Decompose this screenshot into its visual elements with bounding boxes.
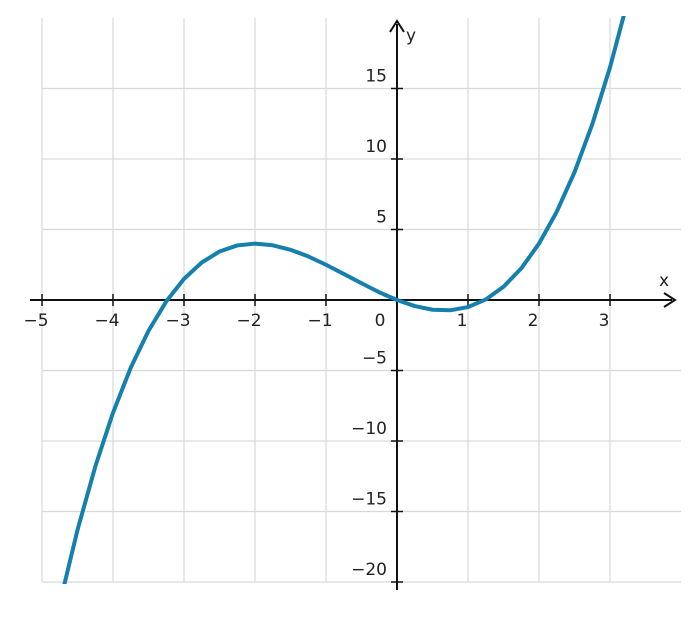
x-arrow	[663, 292, 677, 308]
x-tick-label: −5	[23, 311, 48, 331]
y-tick-label: −5	[362, 349, 387, 369]
y-tick-label: 10	[365, 137, 387, 157]
x-tick-label: −4	[94, 311, 119, 331]
curve	[62, 16, 626, 584]
y-axis-label: y	[406, 26, 416, 46]
y-tick-label: 5	[376, 208, 387, 228]
y-arrow	[389, 19, 405, 33]
x-tick-label: 3	[599, 311, 610, 331]
x-tick-label: −3	[165, 311, 190, 331]
x-tick-label: 1	[457, 311, 468, 331]
x-tick-label: 0	[375, 311, 386, 331]
y-tick-label: −10	[351, 419, 387, 439]
x-tick-label: −2	[236, 311, 261, 331]
y-tick-label: −15	[351, 490, 387, 510]
curve-layer	[62, 16, 626, 584]
y-tick-label: 15	[365, 67, 387, 87]
y-tick-label: −20	[351, 560, 387, 580]
x-tick-label: 2	[528, 311, 539, 331]
x-axis-label: x	[659, 271, 669, 291]
x-tick-label: −1	[307, 311, 332, 331]
